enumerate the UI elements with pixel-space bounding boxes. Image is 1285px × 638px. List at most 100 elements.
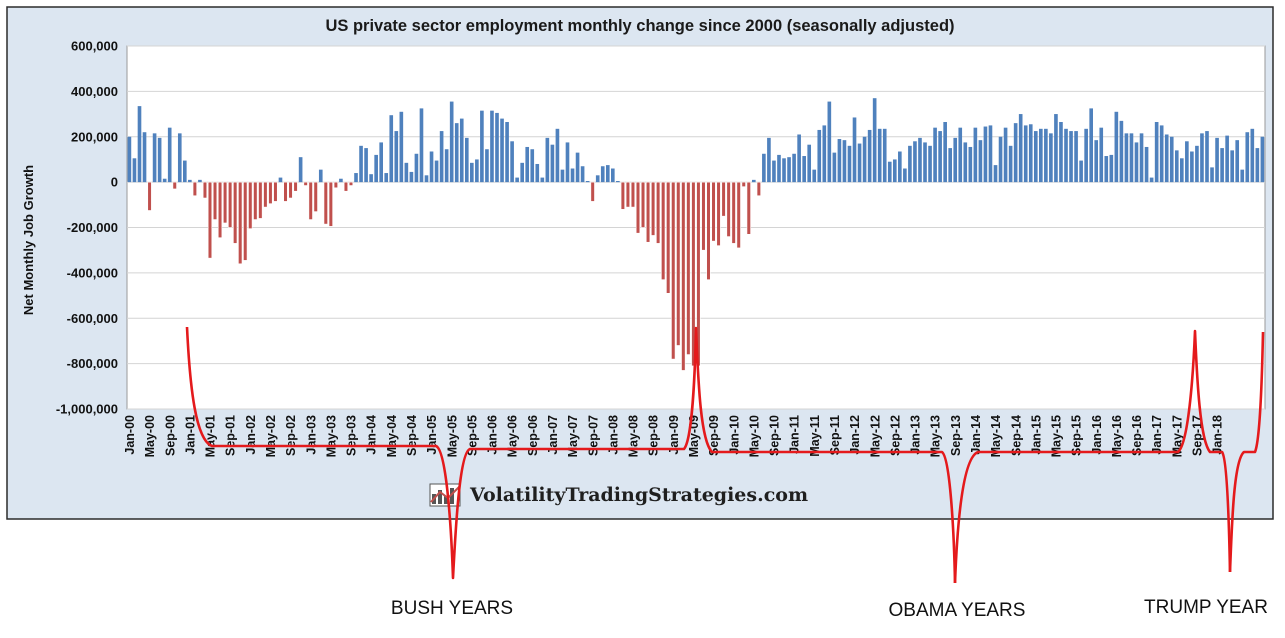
bar	[470, 162, 474, 183]
bar	[741, 181, 746, 187]
x-tick-label: Jan-01	[183, 415, 197, 455]
bar	[1144, 146, 1149, 183]
bar	[762, 153, 766, 183]
bar	[1013, 123, 1018, 183]
x-tick-label: Sep-11	[828, 415, 842, 455]
bar	[882, 128, 887, 183]
bar	[359, 145, 363, 183]
obama-bracket	[953, 329, 1232, 584]
bar	[303, 181, 308, 186]
bar	[928, 145, 932, 183]
bar	[661, 181, 666, 280]
bar	[731, 181, 736, 244]
bar	[464, 137, 469, 183]
x-tick-label: Sep-00	[163, 415, 177, 456]
bar	[444, 149, 449, 183]
x-tick-label: Jan-12	[848, 415, 862, 455]
bar	[198, 179, 202, 183]
x-tick-label: Sep-06	[526, 415, 540, 456]
bar	[520, 162, 524, 183]
bar	[207, 181, 213, 259]
bar	[1190, 151, 1194, 183]
bar	[923, 142, 927, 183]
x-tick-label: May-01	[204, 415, 218, 457]
bar	[565, 142, 570, 183]
bar	[1174, 150, 1179, 183]
bar	[243, 181, 248, 261]
y-tick-label: 0	[111, 175, 118, 190]
x-tick-label: Jan-04	[365, 415, 379, 455]
bar	[948, 148, 952, 183]
bar	[1154, 122, 1159, 183]
bar	[374, 154, 378, 183]
bar	[1185, 141, 1189, 183]
y-tick-label: -800,000	[67, 356, 118, 371]
x-tick-label: Jan-09	[667, 415, 681, 455]
bar	[233, 181, 238, 244]
bar	[500, 118, 504, 183]
bar	[1008, 145, 1013, 183]
bar	[616, 180, 620, 183]
bar	[978, 140, 983, 183]
bar	[293, 181, 298, 192]
bar	[364, 148, 368, 183]
x-tick-label: May-14	[989, 415, 1003, 457]
x-tick-label: Sep-07	[586, 415, 600, 456]
bar	[903, 168, 907, 183]
x-tick-label: Jan-16	[1090, 415, 1104, 455]
bar	[1164, 134, 1169, 183]
x-tick-label: Jan-10	[727, 415, 741, 455]
bar	[918, 137, 922, 183]
bar	[751, 179, 756, 183]
bar	[605, 165, 610, 183]
bar	[837, 139, 842, 183]
bar	[490, 110, 494, 183]
x-tick-label: Jan-06	[486, 415, 500, 455]
bar	[1119, 120, 1124, 183]
bar	[283, 181, 288, 202]
bar	[847, 145, 852, 183]
x-tick-label: May-06	[506, 415, 520, 457]
trump-bracket	[1228, 331, 1265, 573]
bar	[253, 181, 258, 220]
x-tick-label: Sep-08	[647, 415, 661, 456]
x-tick-label: Jan-15	[1029, 415, 1043, 455]
bar	[217, 181, 223, 239]
x-tick-label: May-03	[324, 415, 338, 457]
bar	[640, 181, 646, 228]
bar	[666, 181, 671, 294]
era-brackets	[185, 326, 1265, 584]
bar	[348, 181, 354, 186]
bar	[1094, 140, 1099, 183]
bar	[630, 181, 636, 208]
bar	[354, 173, 358, 183]
bar	[595, 175, 600, 183]
bar	[1084, 128, 1088, 183]
x-tick-label: Sep-01	[224, 415, 238, 456]
bar	[505, 122, 509, 183]
x-tick-label: May-05	[445, 415, 459, 457]
bar	[1215, 137, 1219, 183]
bar	[686, 181, 691, 355]
bar	[434, 160, 439, 183]
bar	[721, 181, 726, 217]
bar	[807, 144, 812, 183]
bar	[1169, 136, 1174, 183]
bar	[716, 181, 721, 246]
bar	[172, 181, 177, 190]
bar	[339, 178, 343, 183]
watermark-text: VolatilityTradingStrategies.com	[469, 484, 808, 506]
bar	[1074, 131, 1078, 183]
bar	[414, 153, 419, 183]
bar	[867, 129, 872, 183]
bar	[1180, 158, 1184, 183]
x-tick-label: May-02	[264, 415, 278, 457]
bar	[394, 131, 399, 183]
bar	[1003, 127, 1008, 183]
bar	[268, 181, 273, 204]
x-tick-label: Sep-13	[949, 415, 963, 456]
bar	[1205, 131, 1209, 183]
bar	[560, 169, 565, 183]
bar	[1023, 125, 1028, 183]
bar	[1255, 148, 1260, 183]
